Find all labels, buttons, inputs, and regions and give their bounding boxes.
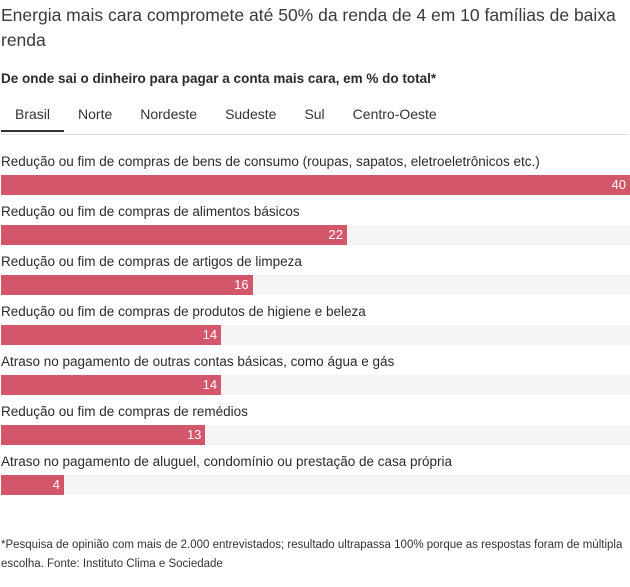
bar-track: 4 [1,475,630,495]
data-label: 4 [52,477,60,492]
tab-norte[interactable]: Norte [78,106,113,122]
chart-row: Redução ou fim de compras de artigos de … [1,252,630,302]
bar-track: 14 [1,375,630,395]
data-label: 13 [186,427,202,442]
category-label: Redução ou fim de compras de produtos de… [1,304,366,319]
bar: 4 [1,475,64,495]
tab-sudeste[interactable]: Sudeste [225,106,277,122]
chart-subtitle: De onde sai o dinheiro para pagar a cont… [1,71,437,86]
region-tabs: Brasil Norte Nordeste Sudeste Sul Centro… [1,98,629,135]
bar-track: 22 [1,225,630,245]
bar: 40 [1,175,630,195]
data-label: 22 [328,227,343,242]
tab-brasil[interactable]: Brasil [1,98,65,132]
chart-title: Energia mais cara compromete até 50% da … [1,5,616,50]
chart-row: Redução ou fim de compras de remédios 13 [1,402,630,452]
bar: 14 [1,325,222,345]
chart-row: Atraso no pagamento de aluguel, condomín… [1,452,630,502]
category-label: Redução ou fim de compras de artigos de … [1,254,302,269]
bar-track: 40 [1,175,630,195]
chart-row: Redução ou fim de compras de alimentos b… [1,202,630,252]
chart-row: Atraso no pagamento de outras contas bás… [1,352,630,402]
bar: 13 [1,425,206,445]
bar-track: 13 [1,425,630,445]
category-label: Redução ou fim de compras de bens de con… [1,154,540,169]
bar-track: 14 [1,325,630,345]
data-label: 16 [234,277,249,292]
footnote: *Pesquisa de opinião com mais de 2.000 e… [1,539,623,570]
tab-nordeste[interactable]: Nordeste [140,106,198,122]
data-label: 14 [202,327,218,342]
tab-centro-oeste[interactable]: Centro-Oeste [352,106,437,122]
chart-row: Redução ou fim de compras de bens de con… [1,152,630,202]
category-label: Redução ou fim de compras de remédios [1,404,248,419]
data-label: 40 [611,177,626,192]
data-label: 14 [202,377,218,392]
category-label: Atraso no pagamento de aluguel, condomín… [1,454,453,469]
bar: 14 [1,375,222,395]
chart-row: Redução ou fim de compras de produtos de… [1,302,630,352]
tab-sul[interactable]: Sul [304,106,325,122]
category-label: Redução ou fim de compras de alimentos b… [1,204,300,219]
bar: 16 [1,275,253,295]
category-label: Atraso no pagamento de outras contas bás… [1,354,395,369]
bar: 22 [1,225,347,245]
bar-track: 16 [1,275,630,295]
